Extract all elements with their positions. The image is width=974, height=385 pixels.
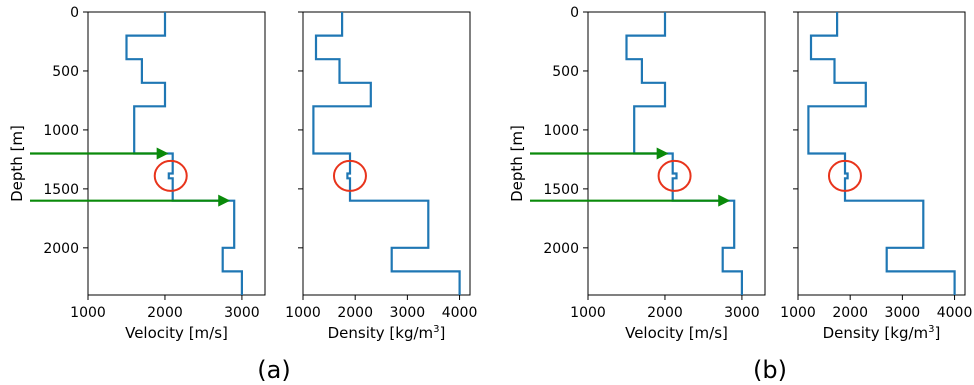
chart-2-ytick-label: 2000: [543, 241, 579, 257]
chart-2-ytick-label: 1000: [543, 123, 579, 139]
chart-2-ytick-label: 1500: [543, 182, 579, 198]
chart-2-highlight-circle: [657, 159, 692, 192]
chart-3-xtick-label: 2000: [832, 305, 868, 321]
chart-0-xtick-label: 3000: [224, 305, 260, 321]
chart-1-highlight-circle: [332, 159, 367, 192]
chart-0-arrow-1-head: [218, 194, 231, 207]
chart-1-xtick-label: 4000: [442, 305, 478, 321]
chart-1-xtick-label: 3000: [390, 305, 426, 321]
chart-3-xlabel: Density [kg/m3]: [823, 324, 941, 342]
chart-1-xlabel-exponent: 3: [433, 324, 439, 335]
chart-0-series-0-line: [125, 12, 243, 295]
chart-2-xtick-label: 2000: [647, 305, 683, 321]
panel-label: (b): [753, 356, 787, 384]
chart-0-xtick-label: 2000: [147, 305, 183, 321]
chart-0-ytick-label: 0: [70, 5, 79, 21]
panel-label: (a): [257, 356, 290, 384]
chart-3-highlight-circle: [827, 159, 862, 192]
chart-2-ytick-label: 500: [552, 64, 579, 80]
chart-2-series-0-line: [625, 12, 744, 295]
chart-1-frame: [302, 11, 471, 296]
chart-3-xlabel-tail: ]: [935, 324, 941, 342]
chart-3-frame: [797, 11, 966, 296]
chart-0-ytick-label: 2000: [43, 241, 79, 257]
chart-0-ytick-label: 1000: [43, 123, 79, 139]
chart-0-xlabel: Velocity [m/s]: [125, 324, 228, 342]
chart-2-xtick-label: 1000: [570, 305, 606, 321]
chart-0-ytick-label: 500: [52, 64, 79, 80]
chart-0-arrow-0-head: [156, 147, 169, 160]
chart-3-xtick-label: 4000: [937, 305, 973, 321]
chart-2-arrow-1-head: [718, 194, 731, 207]
chart-0-xtick-label: 1000: [70, 305, 106, 321]
chart-3-xtick-label: 1000: [780, 305, 816, 321]
chart-1-xtick-label: 1000: [285, 305, 321, 321]
chart-1-xlabel-tail: ]: [440, 324, 446, 342]
chart-3-xtick-label: 3000: [885, 305, 921, 321]
chart-1-xtick-label: 2000: [337, 305, 373, 321]
chart-1-xlabel: Density [kg/m3]: [328, 324, 446, 342]
chart-3-xlabel-exponent: 3: [928, 324, 934, 335]
chart-2-ylabel: Depth [m]: [508, 125, 526, 202]
chart-2-arrow-0-head: [656, 147, 669, 160]
chart-0-ylabel: Depth [m]: [8, 125, 26, 202]
chart-2-ytick-label: 0: [570, 5, 579, 21]
chart-0-highlight-circle: [153, 159, 188, 192]
chart-2-xtick-label: 3000: [724, 305, 760, 321]
chart-0-ytick-label: 1500: [43, 182, 79, 198]
chart-1-series-0-line: [312, 12, 461, 295]
chart-2-xlabel: Velocity [m/s]: [625, 324, 728, 342]
chart-3-series-0-line: [807, 12, 956, 295]
